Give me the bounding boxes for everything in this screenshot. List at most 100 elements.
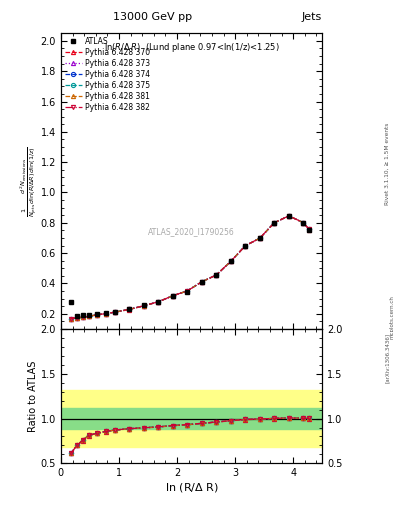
Pythia 6.428 375 [301,220,306,226]
Pythia 6.428 375 [141,303,146,309]
Pythia 6.428 375 [80,314,85,320]
Pythia 6.428 373 [214,272,219,278]
Pythia 6.428 373 [272,220,277,226]
Line: Pythia 6.428 382: Pythia 6.428 382 [69,214,311,321]
Line: Pythia 6.428 370: Pythia 6.428 370 [69,214,311,321]
Pythia 6.428 381 [257,235,262,241]
Pythia 6.428 373 [80,314,85,320]
Pythia 6.428 375 [156,298,161,305]
ATLAS [104,310,108,316]
Pythia 6.428 370 [301,220,306,226]
Pythia 6.428 370 [112,309,117,315]
ATLAS [257,235,262,241]
Pythia 6.428 374 [156,298,161,305]
Pythia 6.428 370 [307,227,312,233]
Pythia 6.428 370 [243,243,248,249]
Y-axis label: $\frac{1}{N_\mathrm{jets}}\frac{d^2N_\mathrm{emissions}}{d\ln(R/\Delta R)\,d\ln(: $\frac{1}{N_\mathrm{jets}}\frac{d^2N_\ma… [18,145,39,217]
Pythia 6.428 381 [243,243,248,249]
Pythia 6.428 373 [141,303,146,309]
Pythia 6.428 374 [185,288,189,294]
Pythia 6.428 374 [127,306,132,312]
ATLAS [170,293,175,300]
Pythia 6.428 375 [272,220,277,226]
ATLAS [185,289,189,295]
Pythia 6.428 375 [257,235,262,241]
ATLAS [228,259,233,265]
Pythia 6.428 373 [112,309,117,315]
Pythia 6.428 374 [95,312,99,318]
Pythia 6.428 373 [170,293,175,299]
Pythia 6.428 375 [286,213,291,219]
Pythia 6.428 382 [286,213,291,219]
Pythia 6.428 382 [75,315,79,321]
Text: 13000 GeV pp: 13000 GeV pp [113,11,192,22]
Pythia 6.428 381 [272,220,277,226]
X-axis label: ln (R/$\Delta$ R): ln (R/$\Delta$ R) [165,481,219,494]
Pythia 6.428 382 [301,220,306,226]
Text: Rivet 3.1.10, ≥ 1.5M events: Rivet 3.1.10, ≥ 1.5M events [385,123,389,205]
Pythia 6.428 373 [228,258,233,264]
Pythia 6.428 370 [214,272,219,278]
Text: Jets: Jets [302,11,322,22]
Text: [arXiv:1306.3436]: [arXiv:1306.3436] [385,333,389,383]
Pythia 6.428 381 [75,315,79,321]
Pythia 6.428 374 [243,243,248,249]
Pythia 6.428 370 [257,235,262,241]
Pythia 6.428 370 [228,259,233,265]
Pythia 6.428 370 [141,303,146,309]
Pythia 6.428 373 [95,312,99,318]
Pythia 6.428 373 [104,311,108,317]
Pythia 6.428 370 [104,311,108,317]
Pythia 6.428 374 [104,311,108,317]
Pythia 6.428 382 [156,298,161,305]
Pythia 6.428 375 [243,243,248,249]
Pythia 6.428 382 [170,293,175,299]
Pythia 6.428 381 [141,303,146,309]
Pythia 6.428 381 [69,315,73,322]
ATLAS [214,272,219,278]
ATLAS [156,300,161,306]
Pythia 6.428 374 [214,272,219,278]
Pythia 6.428 382 [127,306,132,312]
Pythia 6.428 381 [86,313,91,319]
Pythia 6.428 381 [214,272,219,278]
Pythia 6.428 382 [199,279,204,285]
Pythia 6.428 374 [272,220,277,226]
Line: Pythia 6.428 381: Pythia 6.428 381 [69,214,311,321]
Pythia 6.428 382 [69,315,73,322]
Pythia 6.428 382 [228,258,233,264]
ATLAS [243,243,248,249]
Pythia 6.428 370 [170,293,175,299]
Pythia 6.428 373 [257,235,262,241]
Pythia 6.428 374 [80,314,85,320]
Pythia 6.428 373 [156,298,161,305]
Pythia 6.428 381 [80,314,85,320]
Pythia 6.428 370 [95,312,99,318]
Pythia 6.428 382 [272,220,277,226]
Pythia 6.428 381 [127,306,132,312]
ATLAS [69,300,73,306]
Pythia 6.428 374 [86,313,91,319]
Pythia 6.428 375 [170,293,175,299]
Pythia 6.428 382 [141,303,146,309]
Pythia 6.428 381 [170,293,175,299]
Pythia 6.428 375 [104,311,108,317]
Pythia 6.428 382 [86,313,91,319]
Text: mcplots.cern.ch: mcplots.cern.ch [390,295,393,339]
Pythia 6.428 381 [199,279,204,285]
Pythia 6.428 370 [69,315,73,322]
Pythia 6.428 375 [112,309,117,315]
ATLAS [75,313,79,319]
Line: Pythia 6.428 374: Pythia 6.428 374 [69,214,311,321]
Pythia 6.428 374 [286,213,291,219]
ATLAS [127,306,132,312]
Pythia 6.428 370 [86,313,91,319]
Pythia 6.428 373 [307,226,312,232]
Pythia 6.428 373 [286,213,291,219]
Pythia 6.428 375 [185,288,189,294]
Pythia 6.428 382 [307,226,312,232]
Pythia 6.428 370 [185,288,189,294]
Pythia 6.428 373 [75,315,79,321]
Pythia 6.428 370 [75,315,79,321]
Pythia 6.428 374 [112,309,117,315]
